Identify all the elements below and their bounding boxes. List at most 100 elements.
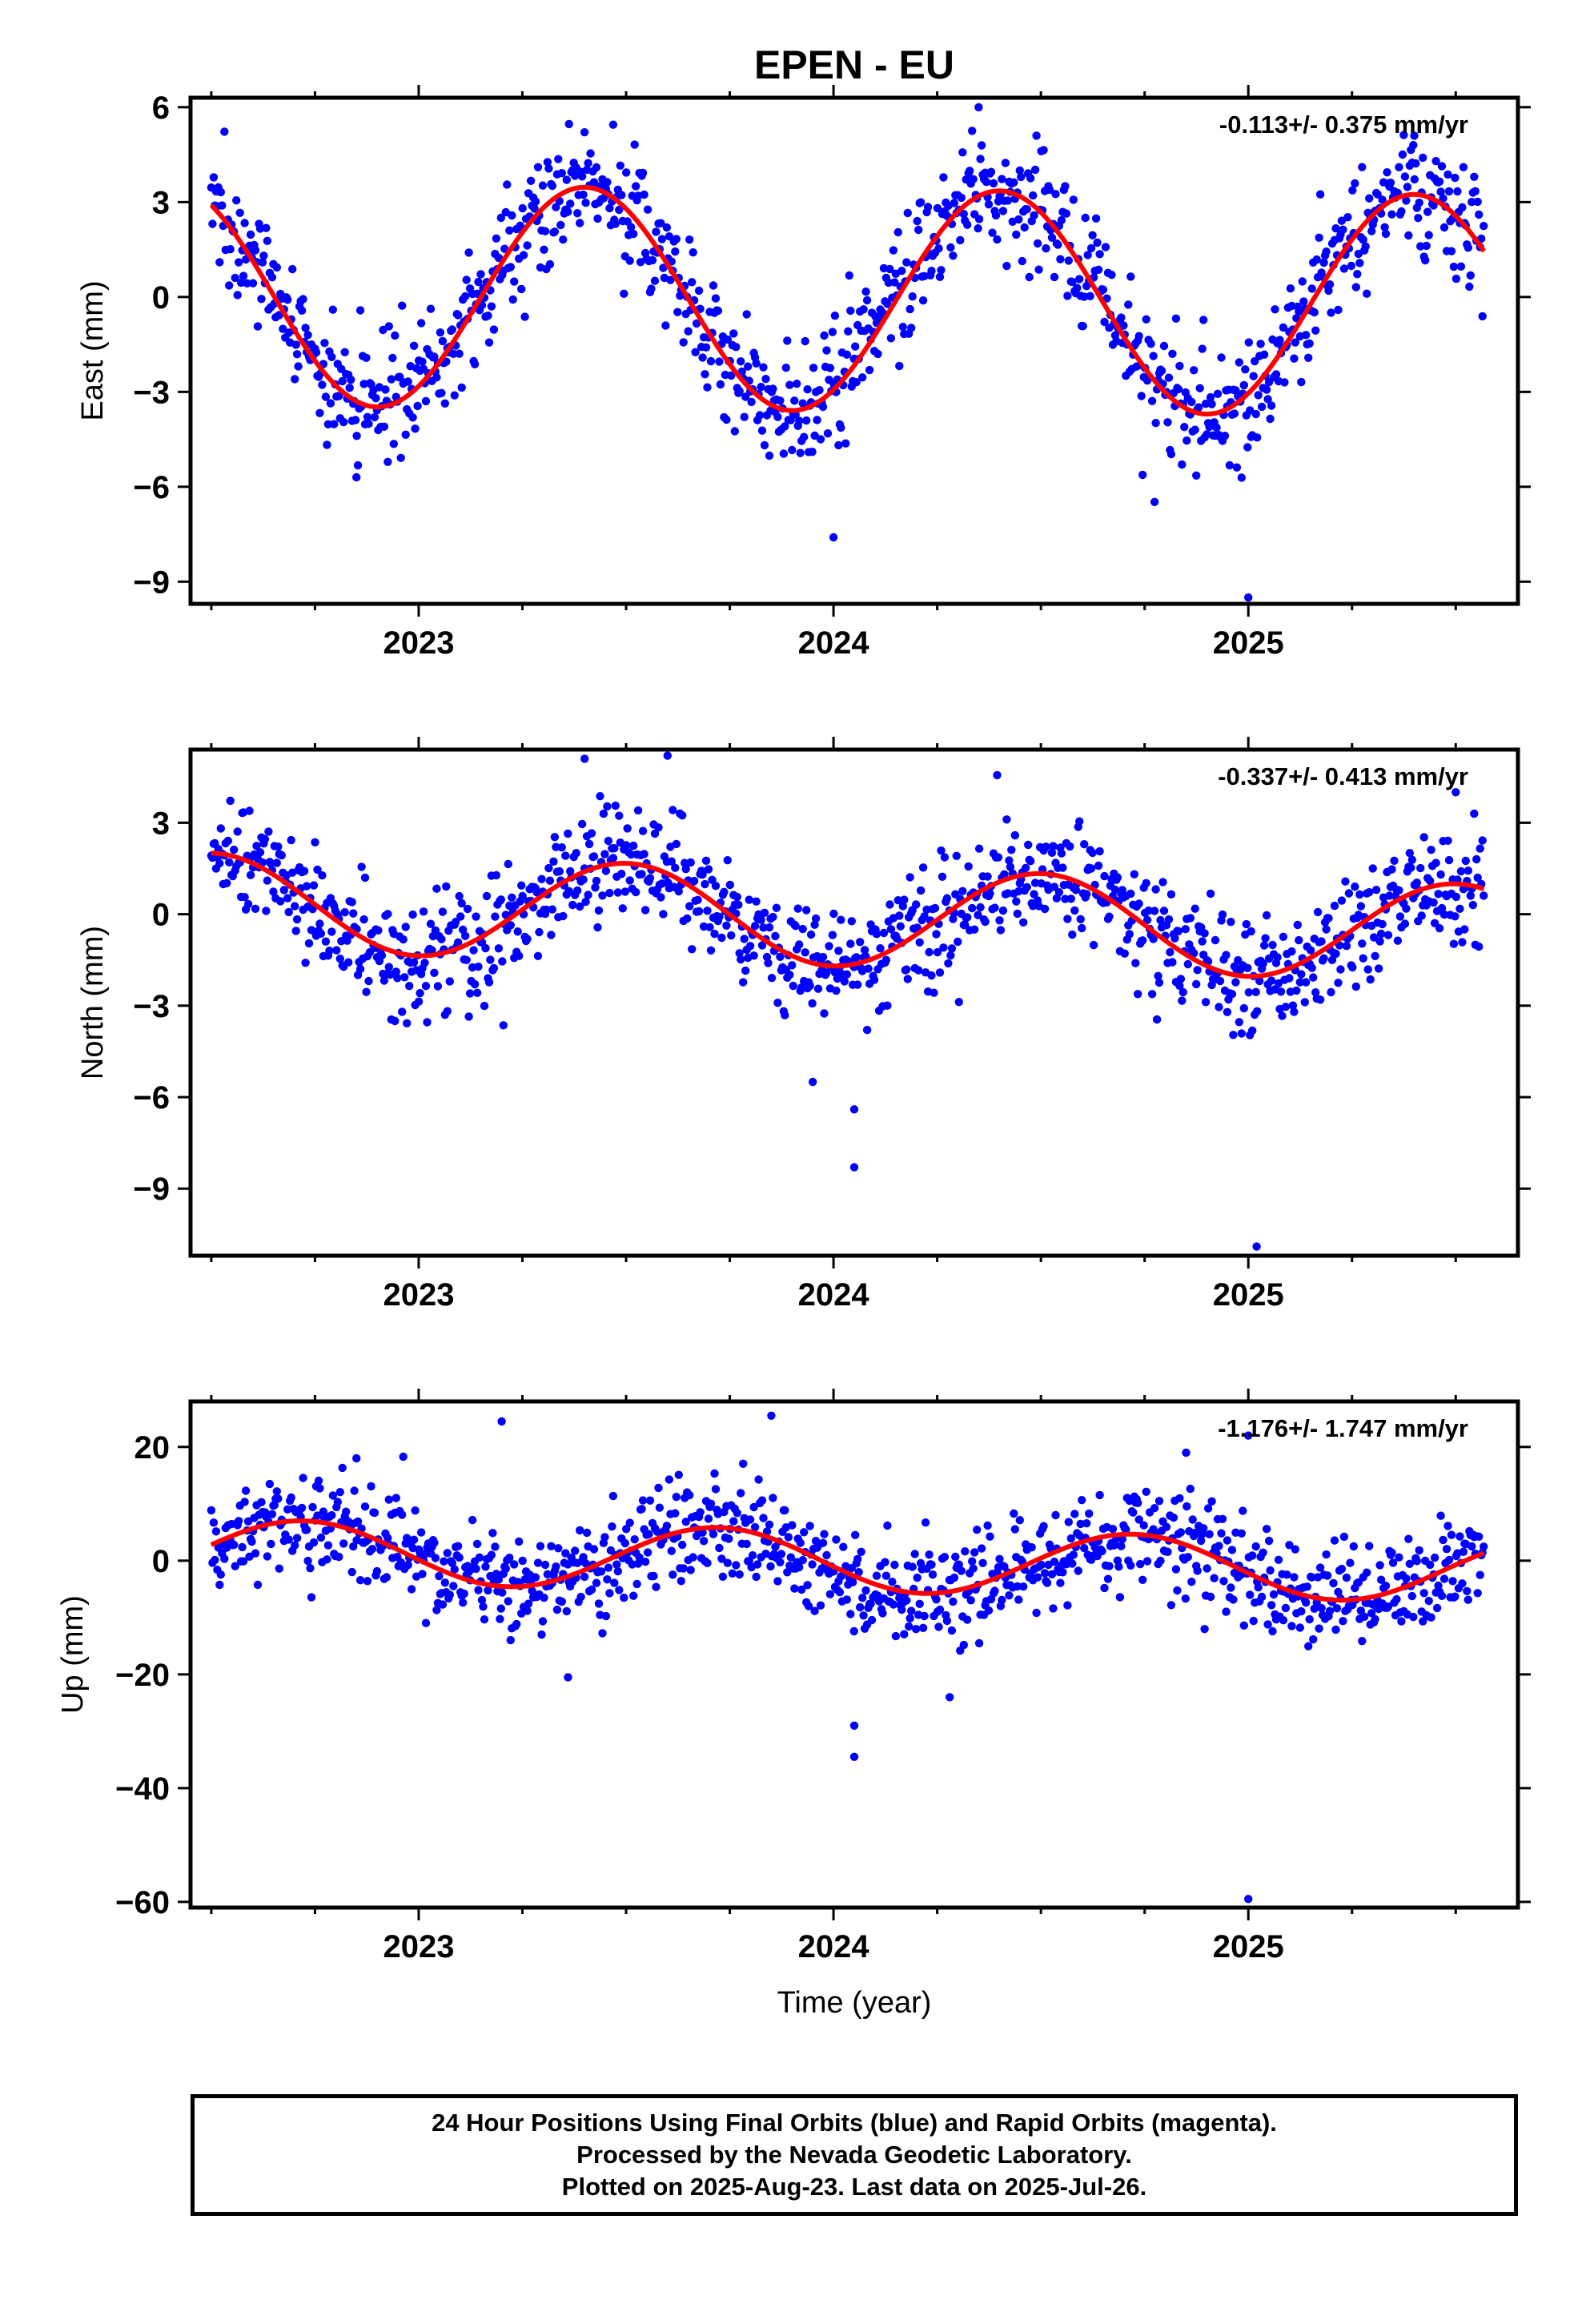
data-point (1331, 224, 1340, 233)
data-point (611, 219, 620, 228)
data-point (659, 263, 668, 272)
data-point (1134, 899, 1143, 908)
data-point (815, 386, 824, 395)
data-point (1444, 1555, 1454, 1565)
data-point (1470, 809, 1479, 818)
data-point (1178, 987, 1188, 997)
data-point (852, 953, 861, 962)
data-point (703, 1558, 712, 1568)
data-point (1205, 1530, 1214, 1539)
data-point (672, 235, 681, 243)
data-point (946, 951, 955, 960)
data-point (1078, 322, 1087, 331)
data-point (1426, 876, 1435, 886)
data-point (208, 219, 217, 228)
data-point (796, 448, 805, 457)
data-point (1175, 1494, 1184, 1503)
data-point (942, 1616, 952, 1626)
data-point (1151, 419, 1160, 428)
data-point (472, 912, 480, 921)
data-point (1198, 937, 1207, 946)
data-point (1166, 1601, 1176, 1610)
data-point (789, 981, 797, 991)
data-point (711, 1485, 721, 1494)
data-point (1147, 990, 1157, 999)
data-point (1199, 316, 1208, 324)
data-point (327, 927, 336, 936)
data-point (263, 236, 272, 245)
data-point (339, 1539, 348, 1548)
x-axis-east: 2023 2024 2025 (210, 85, 1457, 661)
data-point (910, 1550, 919, 1558)
data-point (1412, 879, 1422, 887)
data-point (1423, 207, 1432, 216)
data-point (1356, 902, 1366, 911)
y-tick-label: −9 (133, 565, 170, 600)
data-point (701, 343, 711, 352)
data-point (414, 997, 424, 1006)
data-point (370, 412, 379, 422)
data-point (766, 1562, 775, 1571)
data-point (883, 1001, 892, 1010)
data-point (257, 1498, 266, 1507)
data-point (1383, 168, 1391, 177)
data-point (1242, 919, 1251, 929)
data-point (757, 383, 765, 392)
data-point (1375, 1561, 1384, 1570)
data-point (240, 1498, 249, 1506)
data-point (829, 909, 838, 919)
data-point (613, 1566, 622, 1576)
data-point (550, 227, 560, 236)
data-point (320, 339, 329, 348)
data-point (769, 384, 777, 393)
data-point (767, 1411, 776, 1421)
data-point (1299, 297, 1308, 306)
data-point (1235, 358, 1244, 367)
data-point (735, 1570, 744, 1579)
data-point (740, 412, 749, 421)
data-point (1191, 904, 1199, 913)
data-point (1241, 365, 1250, 374)
data-point (1069, 195, 1078, 204)
data-point (1368, 864, 1377, 873)
data-point (905, 1622, 913, 1631)
data-point (555, 866, 564, 876)
data-point (409, 1535, 419, 1544)
data-point (1322, 247, 1331, 256)
data-point (1434, 890, 1443, 899)
data-point (644, 1530, 653, 1538)
data-point (520, 312, 529, 321)
data-point (1471, 187, 1480, 195)
data-point (851, 1530, 860, 1540)
data-point (1359, 954, 1367, 963)
data-point (1117, 1542, 1126, 1550)
data-point (673, 308, 682, 316)
data-point (533, 1558, 543, 1567)
data-point (476, 270, 485, 279)
data-point (459, 1598, 468, 1607)
data-point (396, 453, 405, 462)
data-point (1012, 897, 1021, 906)
data-point (491, 1542, 500, 1551)
data-point (790, 396, 799, 405)
data-point (622, 1525, 631, 1534)
data-point (1122, 1525, 1130, 1534)
data-point (225, 281, 234, 290)
data-point (494, 253, 504, 263)
data-point (1147, 396, 1157, 405)
data-point (1263, 1620, 1272, 1629)
data-point (757, 1496, 767, 1505)
data-point (540, 245, 548, 254)
data-point (1358, 939, 1367, 948)
data-point (1410, 175, 1419, 184)
data-point (859, 305, 868, 314)
footer-line-2: Processed by the Nevada Geodetic Laborat… (576, 2141, 1132, 2169)
data-point (582, 1528, 592, 1538)
data-point (307, 1593, 316, 1602)
x-tick-label: 2025 (1213, 1929, 1284, 1964)
data-point (1134, 1498, 1142, 1508)
data-point (998, 175, 1006, 183)
data-point (1134, 990, 1142, 999)
data-point (550, 833, 560, 842)
data-point (798, 399, 807, 408)
